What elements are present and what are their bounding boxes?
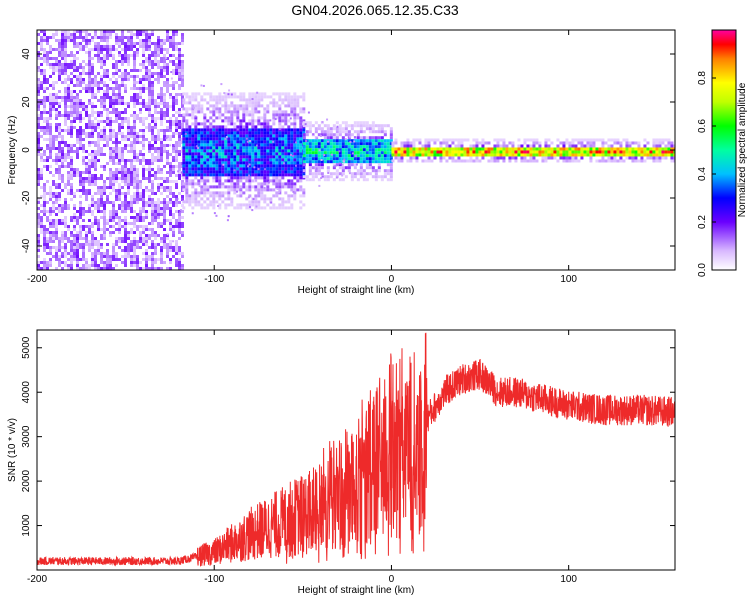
colorbar-tick-label: 0.6 [697, 119, 708, 133]
colorbar-tick-label: 0.8 [697, 71, 708, 85]
snr-y-tick-label: 1000 [21, 514, 32, 537]
colorbar-tick-label: 0.2 [697, 215, 708, 229]
snr-y-label: SNR (10 * v/v) [7, 418, 18, 482]
spectrogram-x-label: Height of straight line (km) [298, 285, 415, 296]
spectrogram-x-tick-label: 0 [389, 274, 395, 285]
spectrogram-x-tick-label: 100 [560, 274, 577, 285]
colorbar-gradient [712, 30, 736, 270]
snr-panel: -200 -100 0 100 1000 2000 3000 4000 5000 Height … [7, 329, 676, 596]
spectrogram-x-tick-label: -100 [204, 274, 224, 285]
snr-x-tick-label: -200 [27, 574, 47, 585]
spectrogram-y-tick-label: 20 [21, 96, 32, 108]
snr-y-tick-label: 4000 [21, 381, 32, 404]
colorbar: 0.0 0.2 0.4 0.6 0.8 Normalized spectral ampl… [697, 29, 748, 277]
chart-title: GN04.2026.065.12.35.C33 [291, 2, 459, 18]
spectrogram-y-tick-label: -40 [21, 238, 32, 253]
snr-x-tick-label: 100 [560, 574, 577, 585]
spectrogram-y-tick-label: 0 [21, 147, 32, 153]
snr-series-line [37, 332, 675, 567]
snr-frame [36, 329, 676, 571]
snr-y-tick-label: 2000 [21, 470, 32, 493]
spectrogram-y-label: Frequency (Hz) [7, 116, 18, 185]
snr-x-label: Height of straight line (km) [298, 585, 415, 596]
spectrogram-y-tick-label: -20 [21, 190, 32, 205]
spectrogram-heatmap [37, 30, 675, 270]
colorbar-tick-label: 0.4 [697, 167, 708, 181]
snr-x-tick-label: 0 [389, 574, 395, 585]
spectrogram-y-tick-label: 40 [21, 48, 32, 60]
colorbar-label: Normalized spectral amplitude [737, 82, 748, 217]
colorbar-tick-label: 0.0 [697, 263, 708, 277]
snr-x-tick-label: -100 [204, 574, 224, 585]
snr-y-tick-label: 3000 [21, 425, 32, 448]
spectrogram-x-tick-label: -200 [27, 274, 47, 285]
snr-y-tick-label: 5000 [21, 336, 32, 359]
